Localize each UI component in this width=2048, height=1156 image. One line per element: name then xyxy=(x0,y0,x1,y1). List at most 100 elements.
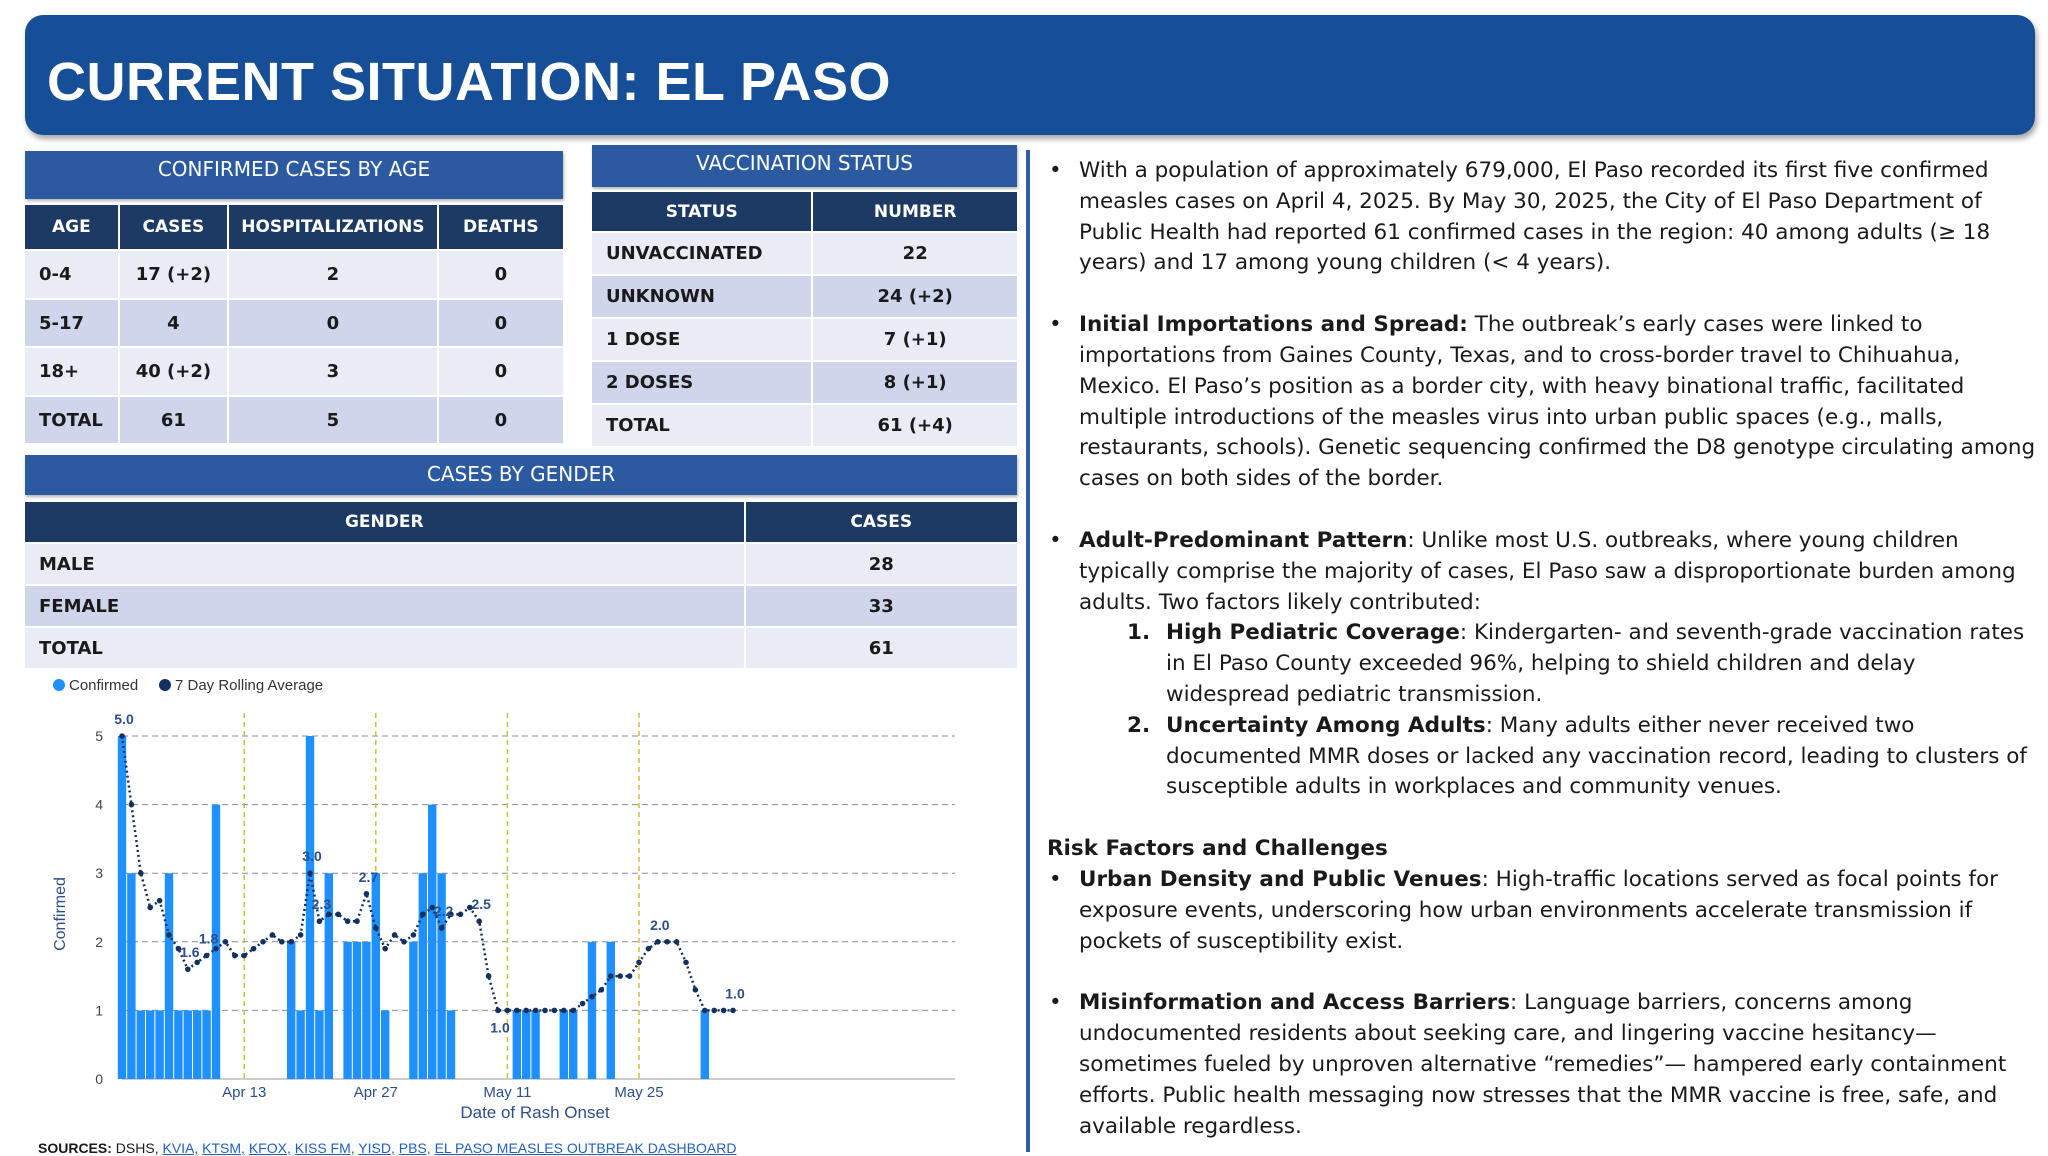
bullet-heading: Misinformation and Access Barriers xyxy=(1079,990,1511,1016)
bar xyxy=(418,873,427,1079)
title-banner: CURRENT SITUATION: EL PASO xyxy=(25,15,2035,135)
bar xyxy=(202,1010,211,1079)
situation-bullets: With a population of approximately 679,0… xyxy=(1047,156,2037,618)
rolling-average-point xyxy=(354,918,360,925)
rolling-average-point xyxy=(683,959,689,966)
bar xyxy=(362,941,371,1079)
rolling-average-point xyxy=(166,932,172,938)
bar xyxy=(522,1010,531,1079)
narrative-column: With a population of approximately 679,0… xyxy=(1047,156,2037,1142)
bullet-importations: Initial Importations and Spread: The out… xyxy=(1047,310,2037,495)
bullet-text: : Language barriers, concerns among undo… xyxy=(1079,990,2007,1139)
source-link[interactable]: KISS FM, xyxy=(294,1140,355,1156)
bar xyxy=(155,1010,164,1079)
table-cell: 0-4 xyxy=(23,249,120,300)
rolling-average-point xyxy=(335,911,342,918)
table-cell: 0 xyxy=(436,249,566,300)
factor-number: 1. xyxy=(1127,620,1151,646)
vaccination-header-number: NUMBER xyxy=(811,190,1019,233)
rolling-average-point xyxy=(730,1007,736,1014)
x-tick-label: May 11 xyxy=(483,1084,531,1101)
table-cell: 61 xyxy=(117,395,230,445)
rolling-average-point xyxy=(561,1007,567,1014)
x-tick-label: Apr 13 xyxy=(222,1084,266,1101)
vaccination-table: STATUS NUMBER UNVACCINATED 22 UNKNOWN 24… xyxy=(589,190,1019,448)
spacer xyxy=(1047,957,2037,988)
bar xyxy=(606,941,615,1079)
rolling-average-point xyxy=(438,925,445,931)
rolling-average-point xyxy=(702,1007,708,1014)
spacer xyxy=(1047,803,2037,834)
table-row: FEMALE 33 xyxy=(23,584,1019,628)
rolling-average-point xyxy=(476,918,483,925)
source-link[interactable]: EL PASO MEASLES OUTBREAK DASHBOARD xyxy=(434,1140,737,1156)
rolling-average-point xyxy=(598,987,605,993)
table-cell: 5 xyxy=(227,395,439,445)
data-label: 2.0 xyxy=(650,917,670,933)
bar xyxy=(531,1010,540,1079)
source-link[interactable]: YISD, xyxy=(358,1140,395,1156)
source-link[interactable]: KVIA, xyxy=(162,1140,199,1156)
table-cell: 2 DOSES xyxy=(589,360,814,405)
factor-text: : Kindergarten- and seventh-grade vaccin… xyxy=(1166,620,2025,707)
rolling-average-point xyxy=(363,890,370,897)
rolling-average-point xyxy=(203,952,210,959)
bar xyxy=(343,941,352,1079)
table-cell: 2 xyxy=(227,249,439,300)
y-tick-label: 4 xyxy=(95,797,103,813)
table-cell: UNVACCINATED xyxy=(589,231,814,276)
bullet-urban-density: Urban Density and Public Venues: High-tr… xyxy=(1047,865,2037,957)
y-tick-label: 3 xyxy=(95,865,103,881)
table-cell: UNKNOWN xyxy=(589,274,814,319)
table-cell: 0 xyxy=(227,298,439,348)
rolling-average-point xyxy=(250,945,257,952)
age-header-age: AGE xyxy=(23,203,120,251)
rolling-average-point xyxy=(636,959,642,966)
rolling-average-point xyxy=(194,959,200,966)
rolling-average-point xyxy=(579,1000,586,1007)
bar xyxy=(164,873,174,1079)
bar xyxy=(352,941,362,1079)
rolling-average-point xyxy=(241,952,247,959)
table-cell: MALE xyxy=(23,542,746,586)
bullet-heading: Initial Importations and Spread: xyxy=(1079,312,1468,338)
table-cell: TOTAL xyxy=(589,403,814,448)
gender-table-title-text: CASES BY GENDER xyxy=(426,462,616,486)
table-row: 18+ 40 (+2) 3 0 xyxy=(23,346,566,397)
legend-average-marker xyxy=(159,679,171,691)
bullet-heading: Urban Density and Public Venues xyxy=(1079,866,1482,892)
table-cell: 22 xyxy=(811,231,1019,276)
bar xyxy=(446,1010,456,1079)
bar xyxy=(559,1010,568,1079)
rolling-average-point xyxy=(626,973,633,979)
bar xyxy=(174,1010,183,1079)
table-cell: 33 xyxy=(743,584,1019,628)
bar xyxy=(315,1010,324,1079)
table-cell: 40 (+2) xyxy=(117,346,230,397)
rolling-average-point xyxy=(232,952,238,959)
rolling-average-point xyxy=(570,1007,576,1014)
table-cell: 24 (+2) xyxy=(811,274,1019,319)
vaccination-table-title-text: VACCINATION STATUS xyxy=(696,151,913,175)
rolling-average-point xyxy=(542,1007,548,1014)
source-link[interactable]: PBS, xyxy=(398,1140,431,1156)
bar xyxy=(409,941,418,1079)
bar xyxy=(700,1010,709,1079)
rolling-average-point xyxy=(410,932,417,938)
data-label: 5.0 xyxy=(114,711,134,727)
rolling-average-point xyxy=(391,932,398,938)
source-link[interactable]: KFOX, xyxy=(248,1140,291,1156)
age-header-cases: CASES xyxy=(117,203,230,251)
bar xyxy=(428,804,437,1079)
source-link[interactable]: KTSM, xyxy=(202,1140,245,1156)
risk-bullets: Urban Density and Public Venues: High-tr… xyxy=(1047,865,2037,1142)
sources-label: SOURCES: xyxy=(38,1140,112,1156)
rolling-average-point xyxy=(608,973,614,979)
table-row: UNVACCINATED 22 xyxy=(589,231,1019,276)
table-cell: 18+ xyxy=(23,346,120,397)
column-divider xyxy=(1026,150,1030,1152)
data-label: 1.0 xyxy=(490,1019,510,1035)
factor-text: : Many adults either never received two … xyxy=(1166,712,2027,800)
data-label: 2.7 xyxy=(359,869,379,885)
bullet-text: : Unlike most U.S. outbreaks, where youn… xyxy=(1079,527,2016,615)
